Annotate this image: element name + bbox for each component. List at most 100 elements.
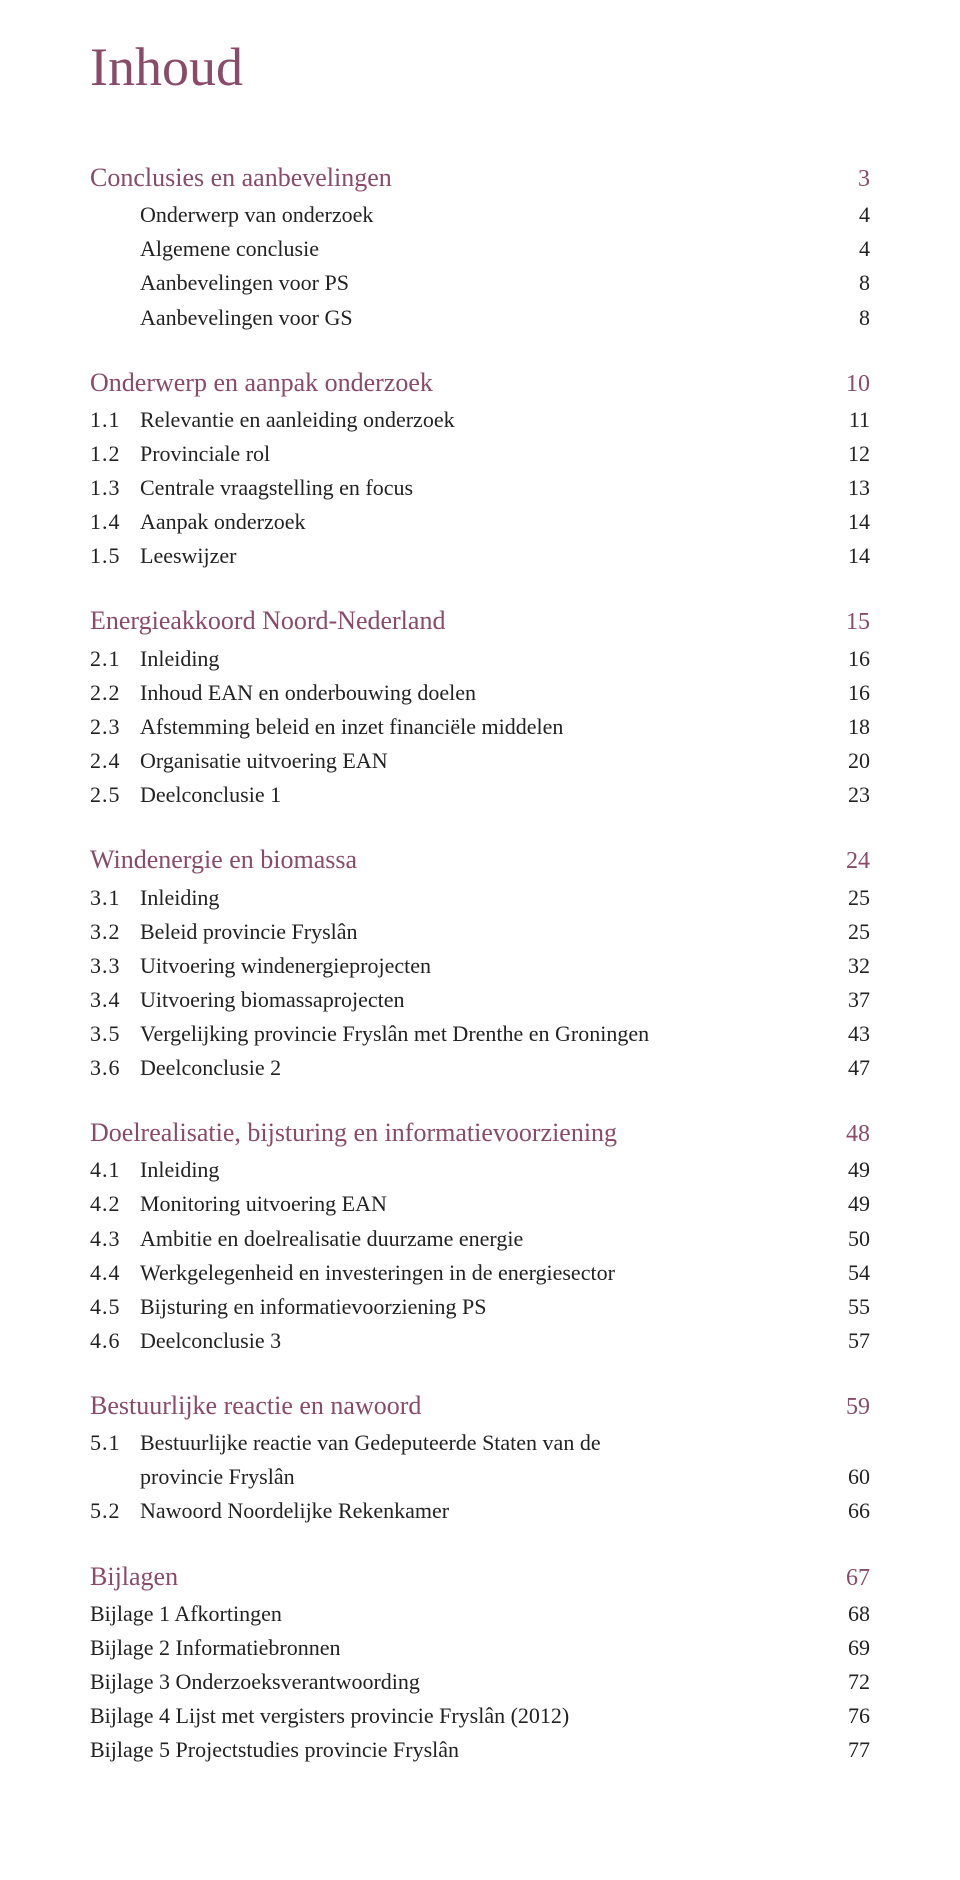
toc-entry-text: Bijlage 2 Informatiebronnen xyxy=(90,1635,340,1660)
toc-entry[interactable]: Bijlage 2 Informatiebronnen69 xyxy=(90,1631,870,1665)
toc-entry-label: Algemene conclusie xyxy=(90,232,830,266)
toc-entry[interactable]: 3.5Vergelijking provincie Fryslân met Dr… xyxy=(90,1017,870,1051)
toc-entry-text: Relevantie en aanleiding onderzoek xyxy=(140,407,455,432)
toc-entry-label: 4.1Inleiding xyxy=(90,1153,830,1187)
toc-entry-number: 2.2 xyxy=(90,676,140,710)
toc-entry[interactable]: Bijlage 3 Onderzoeksverantwoording 72 xyxy=(90,1665,870,1699)
toc-entry[interactable]: 1.2Provinciale rol12 xyxy=(90,437,870,471)
toc-entry[interactable]: Onderwerp van onderzoek4 xyxy=(90,198,870,232)
toc-entry-label: Bijlage 5 Projectstudies provincie Frysl… xyxy=(90,1733,830,1767)
toc-entry[interactable]: Bijlage 4 Lijst met vergisters provincie… xyxy=(90,1699,870,1733)
toc-entry[interactable]: 2.3Afstemming beleid en inzet financiële… xyxy=(90,710,870,744)
toc-entry-text: Beleid provincie Fryslân xyxy=(140,919,358,944)
toc-entry[interactable]: 3.2Beleid provincie Fryslân25 xyxy=(90,915,870,949)
toc-entry-number: 3.1 xyxy=(90,881,140,915)
toc-entry[interactable]: 4.4Werkgelegenheid en investeringen in d… xyxy=(90,1256,870,1290)
toc-entry-text: Deelconclusie 2 xyxy=(140,1055,281,1080)
toc-entry-page: 32 xyxy=(830,949,870,983)
toc-entry-label: 4.5Bijsturing en informatievoorziening P… xyxy=(90,1290,830,1324)
toc-entry-number: 2.5 xyxy=(90,778,140,812)
toc-section: Conclusies en aanbevelingen3Onderwerp va… xyxy=(90,158,870,335)
toc-entry-number: 1.5 xyxy=(90,539,140,573)
toc-entry-number: 4.3 xyxy=(90,1222,140,1256)
toc-entry-label: 4.6Deelconclusie 3 xyxy=(90,1324,830,1358)
toc-entry[interactable]: Bijlage 5 Projectstudies provincie Frysl… xyxy=(90,1733,870,1767)
toc-entry-number: 3.2 xyxy=(90,915,140,949)
toc-entry-page: 25 xyxy=(830,915,870,949)
toc-heading-page: 24 xyxy=(830,843,870,880)
toc-entry-label: 5.1Bestuurlijke reactie van Gedeputeerde… xyxy=(90,1426,830,1460)
toc-entry-label: 1.3Centrale vraagstelling en focus xyxy=(90,471,830,505)
toc-entry[interactable]: Bijlage 1 Afkortingen68 xyxy=(90,1597,870,1631)
toc-entry-number: 2.4 xyxy=(90,744,140,778)
page-container: Inhoud Conclusies en aanbevelingen3Onder… xyxy=(0,0,960,1855)
toc-entry[interactable]: 3.6Deelconclusie 247 xyxy=(90,1051,870,1085)
toc-entry-label: provincie Fryslân xyxy=(90,1460,830,1494)
toc-entry[interactable]: 3.3Uitvoering windenergieprojecten 32 xyxy=(90,949,870,983)
toc-section-heading[interactable]: Bestuurlijke reactie en nawoord59 xyxy=(90,1386,870,1426)
toc-entry-page: 49 xyxy=(830,1187,870,1221)
toc-entry[interactable]: 4.1Inleiding49 xyxy=(90,1153,870,1187)
toc-entry[interactable]: 4.6Deelconclusie 357 xyxy=(90,1324,870,1358)
toc-entry[interactable]: 2.1Inleiding16 xyxy=(90,642,870,676)
document-title: Inhoud xyxy=(90,36,870,98)
toc-entry-page: 57 xyxy=(830,1324,870,1358)
toc-entry-label: Bijlage 4 Lijst met vergisters provincie… xyxy=(90,1699,830,1733)
toc-entry-page: 72 xyxy=(830,1665,870,1699)
toc-entry-page: 14 xyxy=(830,505,870,539)
toc-entry-text: Centrale vraagstelling en focus xyxy=(140,475,413,500)
toc-heading-page: 15 xyxy=(830,604,870,641)
toc-section-heading[interactable]: Energieakkoord Noord-Nederland15 xyxy=(90,601,870,641)
toc-entry-continuation[interactable]: provincie Fryslân60 xyxy=(90,1460,870,1494)
toc-entry[interactable]: 1.1Relevantie en aanleiding onderzoek11 xyxy=(90,403,870,437)
toc-entry-number: 3.3 xyxy=(90,949,140,983)
toc-entry[interactable]: 1.5Leeswijzer14 xyxy=(90,539,870,573)
toc-entry[interactable]: 5.1Bestuurlijke reactie van Gedeputeerde… xyxy=(90,1426,870,1460)
toc-entry[interactable]: 4.3Ambitie en doelrealisatie duurzame en… xyxy=(90,1222,870,1256)
toc-entry-text: Leeswijzer xyxy=(140,543,237,568)
toc-entry[interactable]: 1.4Aanpak onderzoek14 xyxy=(90,505,870,539)
toc-entry-label: 2.5Deelconclusie 1 xyxy=(90,778,830,812)
toc-entry-page: 54 xyxy=(830,1256,870,1290)
toc-entry-label: 3.2Beleid provincie Fryslân xyxy=(90,915,830,949)
toc-entry-label: 2.4Organisatie uitvoering EAN xyxy=(90,744,830,778)
toc-entry[interactable]: 3.4Uitvoering biomassaprojecten37 xyxy=(90,983,870,1017)
toc-entry-page: 77 xyxy=(830,1733,870,1767)
toc-entry-page: 18 xyxy=(830,710,870,744)
toc-section-heading[interactable]: Doelrealisatie, bijsturing en informatie… xyxy=(90,1113,870,1153)
toc-entry-text: Inleiding xyxy=(140,1157,219,1182)
toc-entry-number: 4.2 xyxy=(90,1187,140,1221)
toc-section: Onderwerp en aanpak onderzoek101.1Releva… xyxy=(90,363,870,574)
toc-entry[interactable]: Aanbevelingen voor PS8 xyxy=(90,266,870,300)
toc-entry-text: Algemene conclusie xyxy=(140,236,319,261)
toc-section-heading[interactable]: Onderwerp en aanpak onderzoek10 xyxy=(90,363,870,403)
toc-entry-label: Bijlage 1 Afkortingen xyxy=(90,1597,830,1631)
toc-entry[interactable]: 2.4Organisatie uitvoering EAN20 xyxy=(90,744,870,778)
toc-entry-text: Bijsturing en informatievoorziening PS xyxy=(140,1294,486,1319)
toc-entry[interactable]: 3.1Inleiding25 xyxy=(90,881,870,915)
toc-entry-text: Bijlage 3 Onderzoeksverantwoording xyxy=(90,1669,420,1694)
toc-entry-label: 1.1Relevantie en aanleiding onderzoek xyxy=(90,403,830,437)
toc-entry[interactable]: Algemene conclusie4 xyxy=(90,232,870,266)
toc-section-heading[interactable]: Conclusies en aanbevelingen3 xyxy=(90,158,870,198)
toc-entry[interactable]: Aanbevelingen voor GS8 xyxy=(90,301,870,335)
toc-entry[interactable]: 1.3Centrale vraagstelling en focus13 xyxy=(90,471,870,505)
toc-entry[interactable]: 2.2Inhoud EAN en onderbouwing doelen16 xyxy=(90,676,870,710)
toc-entry-label: 5.2Nawoord Noordelijke Rekenkamer xyxy=(90,1494,830,1528)
toc-section: Bestuurlijke reactie en nawoord595.1Best… xyxy=(90,1386,870,1529)
table-of-contents: Conclusies en aanbevelingen3Onderwerp va… xyxy=(90,158,870,1767)
toc-entry[interactable]: 5.2Nawoord Noordelijke Rekenkamer66 xyxy=(90,1494,870,1528)
toc-entry[interactable]: 4.5Bijsturing en informatievoorziening P… xyxy=(90,1290,870,1324)
toc-entry-page: 23 xyxy=(830,778,870,812)
toc-entry[interactable]: 4.2Monitoring uitvoering EAN49 xyxy=(90,1187,870,1221)
toc-entry-text: Uitvoering windenergieprojecten xyxy=(140,953,431,978)
toc-section-heading[interactable]: Bijlagen67 xyxy=(90,1557,870,1597)
toc-section: Windenergie en biomassa243.1Inleiding253… xyxy=(90,840,870,1085)
toc-entry-text: Inhoud EAN en onderbouwing doelen xyxy=(140,680,476,705)
toc-entry[interactable]: 2.5Deelconclusie 123 xyxy=(90,778,870,812)
toc-entry-label: 4.3Ambitie en doelrealisatie duurzame en… xyxy=(90,1222,830,1256)
toc-section: Energieakkoord Noord-Nederland152.1Inlei… xyxy=(90,601,870,812)
toc-entry-text: Bijlage 4 Lijst met vergisters provincie… xyxy=(90,1703,569,1728)
toc-entry-page: 50 xyxy=(830,1222,870,1256)
toc-section-heading[interactable]: Windenergie en biomassa24 xyxy=(90,840,870,880)
